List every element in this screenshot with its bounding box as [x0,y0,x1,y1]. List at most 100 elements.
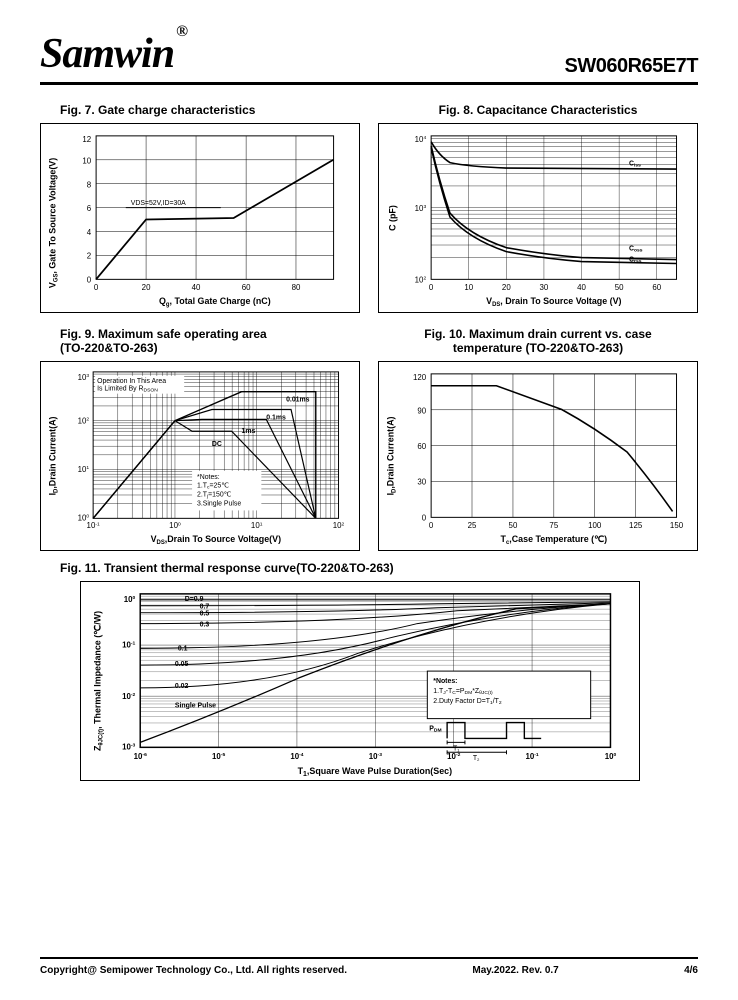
svg-text:102: 102 [78,416,90,425]
fig10-xlabel: Tc,Case Temperature (℃) [501,534,608,546]
fig9-xlabel: VDS,Drain To Source Voltage(V) [151,534,281,546]
svg-text:40: 40 [577,283,586,292]
fig11-ylabel: ZθJC(t), Thermal Impedance (℃/W) [93,611,105,751]
svg-text:10-5: 10-5 [212,752,225,761]
svg-text:100: 100 [605,752,617,761]
svg-text:0.1: 0.1 [178,645,188,652]
row-fig-11: Fig. 11. Transient thermal response curv… [40,561,698,781]
fig11-title: Fig. 11. Transient thermal response curv… [60,561,698,575]
fig7-chart: VDS=52V,ID=30A 0 20 40 60 80 0 2 4 6 8 10 12 Qg,… [40,123,360,313]
svg-text:0.3: 0.3 [200,622,210,629]
svg-text:0: 0 [422,513,427,522]
svg-text:30: 30 [417,478,426,487]
registered-mark: ® [176,23,187,40]
fig9-t1: 0.01ms [286,397,310,404]
svg-text:20: 20 [142,283,151,292]
svg-text:Single Pulse: Single Pulse [175,703,216,710]
fig10-chart: 0 25 50 75 100 125 150 0 30 60 90 120 Tc,Case Te… [378,361,698,551]
fig7-ylabel: VGS, Gate To Source Voltage(V) [48,158,60,288]
page-footer: Copyright@ Semipower Technology Co., Ltd… [40,957,698,976]
row-fig-7-8: Fig. 7. Gate charge characteristics [40,99,698,313]
fig11-xlabel: T1,Square Wave Pulse Duration(Sec) [298,766,453,778]
svg-text:60: 60 [242,283,251,292]
fig9-note0: *Notes: [197,474,220,481]
fig7-col: Fig. 7. Gate charge characteristics [40,99,360,313]
fig8-coss: Coss [629,246,643,254]
footer-page-number: 4/6 [684,965,698,976]
svg-text:60: 60 [652,283,661,292]
fig9-t3: 1ms [242,428,256,435]
svg-text:0.02: 0.02 [175,683,189,690]
svg-text:10-2: 10-2 [447,752,460,761]
brand-logo: Samwin® [40,30,185,78]
row-fig-9-10: Fig. 9. Maximum safe operating area (TO-… [40,323,698,551]
svg-text:101: 101 [78,465,90,474]
fig8-chart: Ciss Coss Crss 01020 30405060 102 103 10… [378,123,698,313]
svg-text:10-3: 10-3 [122,742,135,751]
svg-text:10-4: 10-4 [290,752,303,761]
svg-text:0: 0 [94,283,99,292]
fig9-note3: 3.Single Pulse [197,500,241,507]
fig9-note2: 2.Tj=150℃ [197,492,232,500]
svg-text:2: 2 [87,252,91,261]
fig7-xlabel: Qg, Total Gate Charge (nC) [159,296,271,308]
svg-text:102: 102 [415,275,427,284]
svg-text:80: 80 [292,283,301,292]
svg-text:100: 100 [169,521,181,530]
page-header: Samwin® SW060R65E7T [40,30,698,85]
svg-text:50: 50 [509,521,518,530]
fig9-col: Fig. 9. Maximum safe operating area (TO-… [40,323,360,551]
svg-text:100: 100 [588,521,602,530]
fig7-condition: VDS=52V,ID=30A [131,200,186,207]
svg-text:60: 60 [417,442,426,451]
fig8-ciss: Ciss [629,161,641,169]
svg-text:4: 4 [87,228,92,237]
fig9-title: Fig. 9. Maximum safe operating area (TO-… [60,327,360,355]
fig9-note1: 1.Tc=25℃ [197,483,229,491]
fig9-annot1: Operation In This Area [97,378,166,385]
svg-text:25: 25 [468,521,477,530]
fig11-chart: D=0.90.70.5 0.30.10.05 0.02Single Pulse … [80,581,640,781]
svg-text:125: 125 [629,521,643,530]
svg-text:D=0.9: D=0.9 [185,596,204,603]
svg-text:103: 103 [78,373,90,382]
fig7-title: Fig. 7. Gate charge characteristics [60,103,360,117]
brand-text: Samwin [40,31,174,77]
svg-text:10: 10 [464,283,473,292]
svg-text:6: 6 [87,204,92,213]
fig8-xlabel: VDS, Drain To Source Voltage (V) [486,296,621,308]
svg-text:0.05: 0.05 [175,661,189,668]
svg-text:150: 150 [670,521,684,530]
fig9-t4: DC [212,441,222,448]
svg-text:100: 100 [124,595,136,604]
svg-text:104: 104 [415,135,427,144]
svg-text:12: 12 [82,135,91,144]
svg-text:0: 0 [429,283,434,292]
svg-text:0: 0 [87,275,92,284]
fig8-title: Fig. 8. Capacitance Characteristics [378,103,698,117]
svg-text:102: 102 [333,521,345,530]
svg-text:40: 40 [192,283,201,292]
fig11-pdm: PDM [429,726,441,734]
svg-text:30: 30 [540,283,549,292]
svg-text:8: 8 [87,180,92,189]
part-number: SW060R65E7T [565,55,698,78]
svg-text:10-1: 10-1 [122,640,135,649]
fig9-ylabel: ID,Drain Current(A) [48,417,60,496]
svg-text:120: 120 [413,373,427,382]
fig9-t2: 0.1ms [266,414,286,421]
svg-text:0: 0 [429,521,434,530]
fig8-ylabel: C (pF) [388,205,398,231]
fig10-col: Fig. 10. Maximum drain current vs. case … [378,323,698,551]
svg-text:10: 10 [82,157,91,166]
svg-text:50: 50 [615,283,624,292]
fig10-title: Fig. 10. Maximum drain current vs. case … [378,327,698,355]
svg-text:103: 103 [415,204,427,213]
svg-text:90: 90 [417,406,426,415]
svg-text:10-6: 10-6 [134,752,147,761]
svg-text:10-1: 10-1 [87,521,100,530]
svg-text:101: 101 [251,521,263,530]
svg-text:10-2: 10-2 [122,692,135,701]
svg-text:75: 75 [549,521,558,530]
svg-text:T2: T2 [473,755,479,762]
